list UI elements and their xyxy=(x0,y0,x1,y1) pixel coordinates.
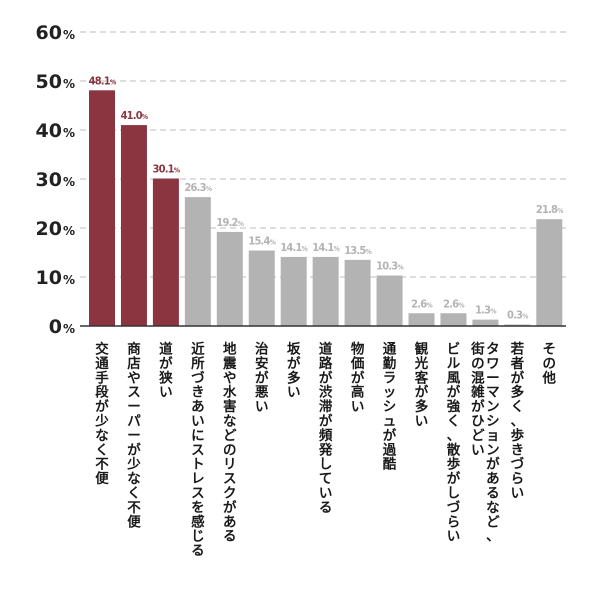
y-tick-label: 50 xyxy=(36,71,62,93)
category-label-line: その他 xyxy=(542,342,557,387)
value-label-1: 48.1% xyxy=(89,74,117,87)
category-label-12: ビル風が強く、散歩がしづらい xyxy=(447,342,461,545)
value-label-13: 1.3% xyxy=(475,304,497,317)
category-label-line: ビル風が強く、散歩がしづらい xyxy=(447,342,461,545)
y-axis-ticks: 0 %10 %20 %30 %40 %50 %60% xyxy=(36,22,75,338)
category-label-line: 治安が悪い xyxy=(255,341,269,416)
bars xyxy=(89,90,563,326)
category-label-14: 若者が多く、歩きづらい xyxy=(510,341,525,502)
category-label-line: 街の混雑がひどい xyxy=(470,341,485,459)
category-label-2: 商店やスーパーが少なく不便 xyxy=(126,341,141,531)
category-label-line: 交通手段が少なく不便 xyxy=(94,341,109,488)
value-label-6: 15.4% xyxy=(248,235,276,248)
bar-8 xyxy=(312,256,339,326)
value-label-3: 30.1% xyxy=(153,163,181,176)
category-label-line: タワーマンションがあるなど、 xyxy=(486,342,500,545)
value-label-7: 14.1% xyxy=(280,241,308,254)
bar-7 xyxy=(280,256,307,326)
y-tick-unit: % xyxy=(63,175,75,189)
value-label-5: 19.2% xyxy=(216,216,244,229)
y-tick-unit: % xyxy=(63,28,75,42)
category-label-line: 坂が多い xyxy=(287,341,301,401)
value-label-2: 41.0% xyxy=(121,109,149,122)
category-label-line: 道が狭い xyxy=(158,341,173,401)
category-label-6: 治安が悪い xyxy=(255,341,269,416)
value-label-8: 14.1% xyxy=(312,241,340,254)
category-label-line: 若者が多く、歩きづらい xyxy=(510,341,525,502)
y-tick-unit: % xyxy=(63,126,75,140)
category-label-8: 道路が渋滞が頻発している xyxy=(318,341,333,516)
y-tick-label: 10 xyxy=(36,267,62,289)
bar-1 xyxy=(89,90,115,326)
category-label-1: 交通手段が少なく不便 xyxy=(94,341,109,488)
value-label-9: 13.5% xyxy=(344,244,372,257)
category-label-4: 近所づきあいにストレスを感じる xyxy=(191,341,205,560)
bar-4 xyxy=(184,197,211,326)
bar-3 xyxy=(152,178,179,326)
category-label-3: 道が狭い xyxy=(158,341,173,401)
bar-6 xyxy=(248,250,275,326)
bar-13 xyxy=(472,319,499,326)
value-label-15: 21.8% xyxy=(536,203,564,216)
bar-15 xyxy=(536,219,563,326)
y-tick-unit: % xyxy=(63,322,75,336)
bar-5 xyxy=(216,231,243,326)
y-tick-label: 0 xyxy=(49,316,62,338)
category-label-15: その他 xyxy=(542,342,557,387)
y-tick-label: 20 xyxy=(36,218,62,240)
value-label-11: 2.6% xyxy=(411,297,433,310)
category-label-line: 地震や水害などのリスクがある xyxy=(222,341,237,545)
y-tick-unit: % xyxy=(63,77,75,91)
value-label-14: 0.3% xyxy=(507,309,529,322)
category-label-7: 坂が多い xyxy=(287,341,301,401)
bar-9 xyxy=(344,259,371,326)
category-label-13: タワーマンションがあるなど、街の混雑がひどい xyxy=(470,341,500,545)
category-label-line: 道路が渋滞が頻発している xyxy=(318,341,333,516)
value-label-10: 10.3% xyxy=(376,260,404,273)
category-label-line: 商店やスーパーが少なく不便 xyxy=(126,341,141,531)
category-label-10: 通勤ラッシュが過酷 xyxy=(382,342,397,473)
bar-2 xyxy=(120,125,147,326)
category-label-5: 地震や水害などのリスクがある xyxy=(222,341,237,545)
y-tick-label: 60 xyxy=(36,22,62,44)
y-tick-label: 40 xyxy=(36,120,62,142)
value-label-12: 2.6% xyxy=(443,297,465,310)
bar-12 xyxy=(440,313,467,326)
category-label-11: 観光客が多い xyxy=(414,341,429,430)
value-labels: 48.1% 41.0% 30.1%26.3% 19.2% 15.4% 14.1% 14.1%… xyxy=(89,74,565,321)
category-label-line: 観光客が多い xyxy=(414,341,429,430)
bar-11 xyxy=(408,313,435,326)
category-labels: 交通手段が少なく不便 商店やスーパーが少なく不便 道が狭い 近所づきあいにストレスを感… xyxy=(94,341,556,560)
category-label-line: 近所づきあいにストレスを感じる xyxy=(191,341,205,560)
value-label-4: 26.3% xyxy=(184,181,212,194)
bar-10 xyxy=(376,275,403,326)
y-tick-label: 30 xyxy=(36,169,62,191)
category-label-line: 通勤ラッシュが過酷 xyxy=(382,342,397,473)
y-tick-unit: % xyxy=(63,224,75,238)
category-label-9: 物価が高い xyxy=(350,341,365,416)
y-tick-unit: % xyxy=(63,273,75,287)
category-label-line: 物価が高い xyxy=(350,341,365,416)
